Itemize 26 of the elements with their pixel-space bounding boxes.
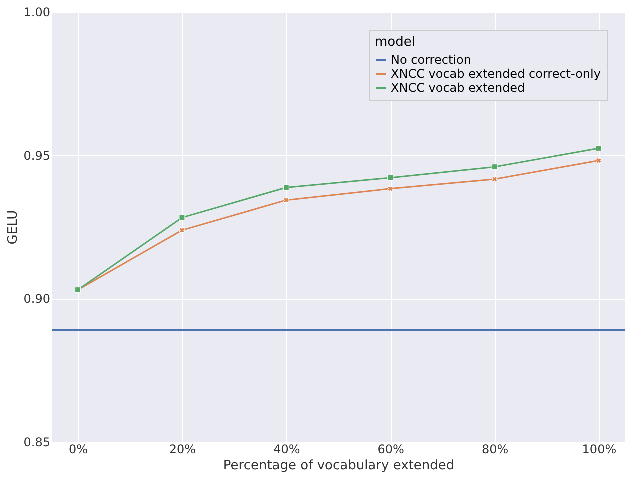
- point: [179, 227, 186, 234]
- x-tick-label: 60%: [378, 442, 404, 456]
- y-tick-label: 0.95: [24, 148, 50, 163]
- x-axis-title: Percentage of vocabulary extended: [223, 458, 455, 474]
- x-tick-label: 80%: [482, 442, 509, 456]
- legend-label: XNCC vocab extended correct-only: [391, 67, 601, 81]
- legend-label: No correction: [391, 53, 472, 67]
- legend-label: XNCC vocab extended: [391, 81, 526, 95]
- legend-title: model: [375, 35, 416, 50]
- point: [283, 184, 290, 191]
- point: [492, 164, 498, 170]
- y-tick-label: 0.85: [24, 436, 50, 450]
- point: [388, 186, 394, 192]
- point: [596, 145, 602, 152]
- point: [283, 197, 290, 204]
- y-tick-label: 0.90: [24, 292, 50, 306]
- x-tick-label: 0%: [69, 442, 88, 456]
- point: [179, 214, 186, 221]
- y-axis-title: GELU: [6, 210, 21, 245]
- point: [596, 158, 602, 164]
- point: [388, 174, 394, 181]
- y-tick-label: 1.00: [24, 6, 50, 20]
- x-tick-label: 40%: [274, 442, 300, 456]
- x-tick-label: 100%: [582, 442, 617, 456]
- x-tick-label: 20%: [169, 442, 196, 456]
- point: [492, 176, 498, 182]
